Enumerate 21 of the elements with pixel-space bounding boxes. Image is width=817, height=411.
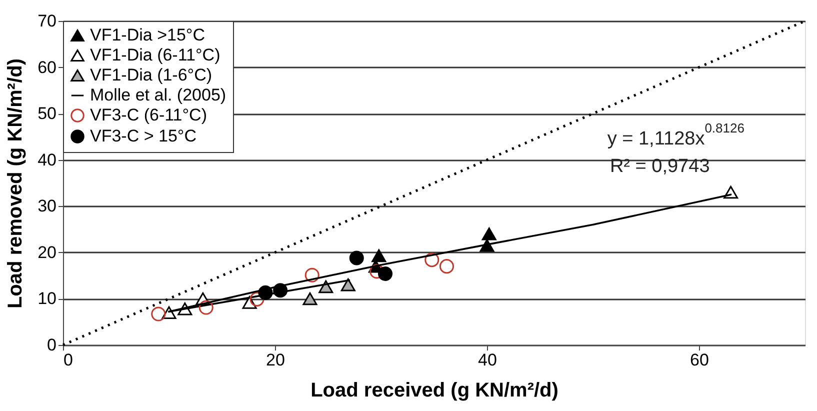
legend-label: VF1-Dia (1-6°C) <box>90 66 212 84</box>
annotation: R² = 0,9743 <box>610 156 710 177</box>
y-tick-label: 40 <box>38 150 56 170</box>
legend-label: Molle et al. (2005) <box>90 86 226 104</box>
x-tick-label: 40 <box>478 350 497 370</box>
y-tick-label: 10 <box>38 289 56 308</box>
y-tick-label: 50 <box>38 104 56 124</box>
x-axis-title: Load received (g KN/m²/d) <box>310 380 558 402</box>
y-axis-title: Load removed (g KN/m²/d) <box>4 58 27 309</box>
legend-label: VF1-Dia >15°C <box>90 26 205 44</box>
y-tick-label: 70 <box>38 12 56 30</box>
x-tick-label: 20 <box>266 350 285 370</box>
y-tick-label: 30 <box>38 196 56 216</box>
y-tick-label: 0 <box>47 336 56 354</box>
y-tick-label: 20 <box>38 242 56 262</box>
legend-label: VF3-C > 15°C <box>90 126 196 146</box>
y-tick-label: 60 <box>38 58 56 77</box>
x-tick-label: 60 <box>690 350 709 370</box>
legend-label: VF1-Dia (6-11°C) <box>90 46 220 64</box>
legend-label: VF3-C (6-11°C) <box>90 106 207 124</box>
x-tick-label: 0 <box>64 350 73 370</box>
